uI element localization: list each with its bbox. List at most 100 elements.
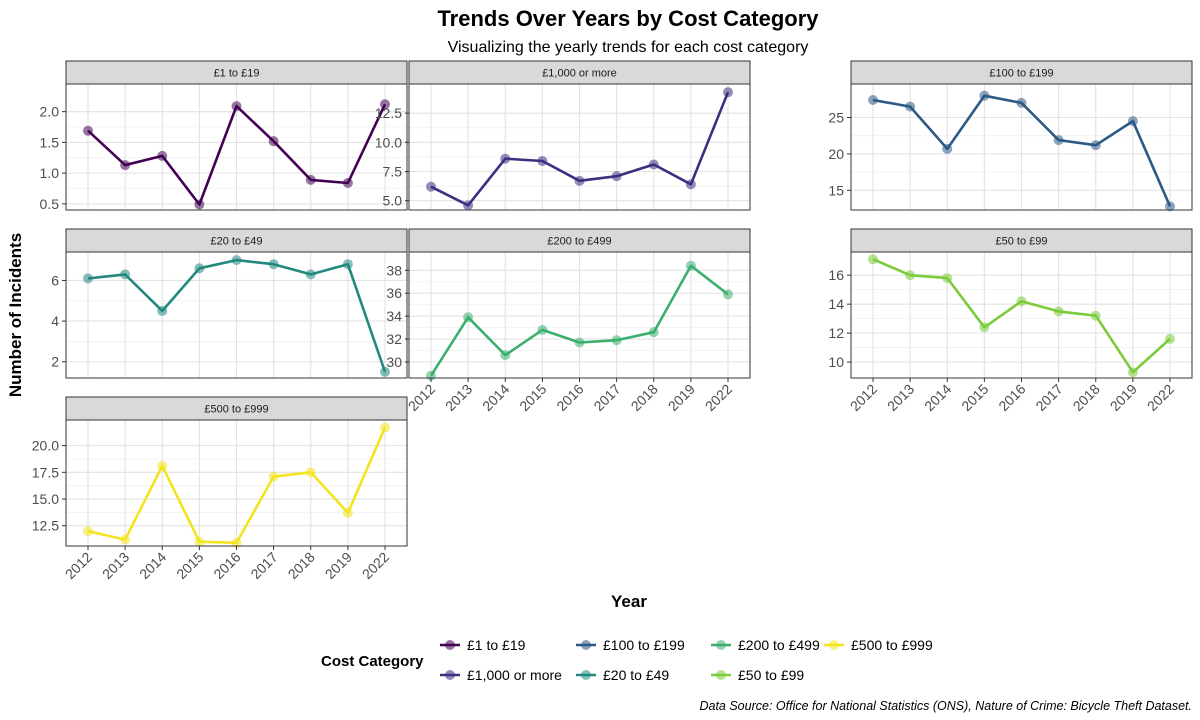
data-point — [157, 150, 168, 161]
x-tick-label: 2018 — [628, 381, 661, 414]
legend-item-500-to-999: £500 to £999 — [824, 637, 933, 653]
x-axis-title: Year — [611, 592, 647, 611]
data-point — [500, 350, 511, 361]
data-point — [685, 179, 696, 190]
x-tick-label: 2022 — [359, 549, 392, 582]
data-point — [120, 269, 131, 280]
x-tick-label: 2022 — [1144, 381, 1177, 414]
data-point — [1090, 140, 1101, 151]
data-point — [1090, 310, 1101, 321]
legend-key-point — [829, 640, 839, 650]
data-point — [905, 101, 916, 112]
data-point — [1016, 296, 1027, 307]
legend-item-1-to-19: £1 to £19 — [440, 637, 526, 653]
data-point — [231, 101, 242, 112]
data-point — [723, 87, 733, 98]
y-tick-label: 16 — [828, 267, 844, 283]
legend-label: £1,000 or more — [467, 667, 562, 683]
legend-title: Cost Category — [321, 653, 424, 670]
data-point — [463, 200, 474, 211]
panel-border — [65, 251, 408, 379]
data-point — [979, 90, 990, 101]
x-tick-label: 2016 — [553, 381, 586, 414]
x-tick-label: 2017 — [590, 381, 623, 414]
data-point — [868, 254, 878, 265]
chart-subtitle: Visualizing the yearly trends for each c… — [448, 39, 809, 56]
data-point — [305, 269, 316, 280]
data-point — [537, 324, 548, 335]
y-tick-label: 34 — [386, 308, 402, 324]
data-point — [194, 263, 205, 274]
facet-panel-1-000-or-more: £1,000 or more 5.0 7.5 10.0 12.5 — [375, 60, 751, 211]
y-tick-label: 1.0 — [40, 165, 60, 181]
data-point — [305, 174, 316, 185]
data-point — [611, 335, 622, 346]
data-point — [905, 270, 916, 281]
data-point — [574, 175, 585, 186]
y-tick-label: 0.5 — [40, 196, 60, 212]
data-point — [157, 460, 168, 471]
panel-border — [65, 83, 408, 211]
chart-title: Trends Over Years by Cost Category — [437, 6, 819, 31]
data-point — [723, 289, 733, 300]
y-tick-label: 6 — [51, 272, 59, 288]
legend: £1 to £19 £1,000 or more £100 to £199 £20 t… — [440, 637, 933, 683]
facet-strip-label: £200 to £499 — [547, 236, 611, 248]
x-tick-label: 2012 — [405, 381, 438, 414]
legend-item-1-000-or-more: £1,000 or more — [440, 667, 562, 683]
data-point — [942, 273, 953, 284]
y-tick-label: 15 — [828, 182, 844, 198]
x-tick-label: 2013 — [442, 381, 475, 414]
data-point — [426, 181, 436, 192]
data-point — [611, 171, 622, 182]
data-point — [1053, 135, 1064, 146]
data-point — [685, 260, 696, 271]
y-tick-label: 4 — [51, 313, 59, 329]
data-point — [1127, 367, 1138, 378]
y-tick-label: 32 — [386, 331, 402, 347]
y-tick-label: 2 — [51, 354, 59, 370]
facet-panel-1-to-19: £1 to £19 0.5 1.0 1.5 2.0 — [40, 60, 408, 212]
x-tick-label: 2018 — [1070, 381, 1103, 414]
data-point — [342, 177, 353, 188]
data-point — [500, 153, 511, 164]
x-tick-label: 2015 — [516, 381, 549, 414]
legend-key-point — [716, 640, 726, 650]
legend-item-100-to-199: £100 to £199 — [576, 637, 685, 653]
y-tick-label: 36 — [386, 285, 402, 301]
facet-panel-500-to-999: £500 to £999 12.5 15.0 17.5 20.0 2012 2013 2014… — [32, 396, 408, 582]
y-tick-label: 10 — [828, 354, 844, 370]
data-point — [979, 322, 990, 333]
x-tick-label: 2019 — [665, 381, 698, 414]
data-point — [83, 273, 93, 284]
facet-strip-label: £100 to £199 — [989, 68, 1053, 80]
x-tick-label: 2019 — [1107, 381, 1140, 414]
data-point — [268, 136, 279, 147]
data-point — [1053, 306, 1064, 317]
data-point — [342, 259, 353, 270]
x-tick-label: 2016 — [210, 549, 243, 582]
legend-label: £1 to £19 — [467, 637, 526, 653]
y-tick-label: 20.0 — [32, 438, 59, 454]
facet-strip-label: £1,000 or more — [542, 68, 617, 80]
x-tick-label: 2016 — [995, 381, 1028, 414]
data-point — [231, 255, 242, 266]
data-point — [194, 536, 205, 547]
y-tick-label: 10.0 — [375, 134, 402, 150]
y-axis-title: Number of Incidents — [6, 233, 25, 397]
data-point — [305, 467, 316, 478]
legend-key-point — [445, 640, 455, 650]
y-tick-label: 38 — [386, 262, 402, 278]
y-tick-label: 5.0 — [383, 193, 403, 209]
data-point — [648, 159, 659, 170]
data-point — [120, 160, 131, 171]
data-point — [574, 337, 585, 348]
legend-item-200-to-499: £200 to £499 — [711, 637, 820, 653]
facet-strip-label: £500 to £999 — [204, 404, 268, 416]
data-point — [1165, 201, 1175, 212]
data-point — [537, 156, 548, 166]
x-tick-label: 2014 — [479, 381, 512, 414]
y-tick-label: 14 — [828, 296, 844, 312]
data-point — [380, 422, 390, 433]
data-point — [194, 199, 205, 210]
